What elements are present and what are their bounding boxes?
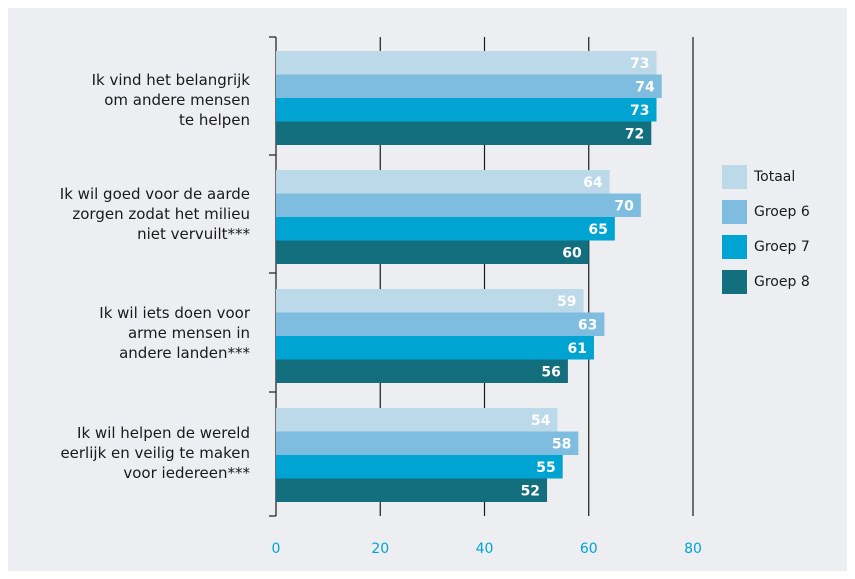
bar (276, 170, 610, 194)
bar (276, 455, 563, 479)
bar (276, 51, 657, 75)
bar (276, 217, 615, 241)
bar (276, 359, 568, 383)
bar-value-label: 73 (630, 56, 649, 72)
bar-value-label: 52 (521, 483, 540, 499)
bar-value-label: 70 (614, 198, 634, 214)
bar (276, 74, 662, 98)
bar-value-label: 64 (583, 175, 603, 191)
bar (276, 98, 657, 122)
category-label: Ik wil helpen de wereld eerlijk en veili… (60, 424, 250, 482)
bar (276, 240, 589, 264)
bar-value-label: 60 (562, 245, 582, 261)
bar-value-label: 58 (552, 436, 571, 452)
x-tick-label: 40 (476, 541, 494, 557)
category-label: Ik vind het belangrijk om andere mensen … (91, 71, 250, 129)
bar-value-label: 61 (567, 341, 586, 357)
bar (276, 478, 548, 502)
x-tick-label: 80 (684, 541, 702, 557)
x-tick-label: 20 (371, 541, 389, 557)
legend-swatch (722, 270, 747, 294)
legend-item: Groep 8 (722, 270, 810, 294)
category-label: Ik wil goed voor de aarde zorgen zodat h… (59, 185, 250, 243)
bar (276, 431, 579, 455)
category-label: Ik wil iets doen voor arme mensen in and… (99, 304, 250, 362)
bar-value-label: 63 (578, 317, 597, 333)
bar-value-label: 55 (536, 460, 555, 476)
bar-value-label: 56 (541, 364, 560, 380)
legend-item: Groep 7 (722, 235, 810, 259)
legend-item: Groep 6 (722, 200, 810, 224)
x-tick-label: 60 (580, 541, 598, 557)
bar (276, 193, 641, 217)
bar (276, 336, 594, 360)
legend-item: Totaal (722, 165, 810, 189)
bar-value-label: 54 (531, 413, 551, 429)
legend-label: Groep 8 (754, 274, 810, 290)
bar (276, 312, 605, 336)
legend-swatch (722, 165, 747, 189)
x-tick-label: 0 (272, 541, 281, 557)
bar-value-label: 73 (630, 103, 649, 119)
legend-label: Groep 7 (754, 239, 810, 255)
bar-value-label: 72 (625, 126, 644, 142)
bar-value-label: 74 (635, 79, 655, 95)
bar-value-label: 59 (557, 294, 576, 310)
legend-swatch (722, 200, 747, 224)
legend-label: Groep 6 (754, 204, 810, 220)
legend: Totaal Groep 6 Groep 7 Groep 8 (722, 165, 810, 305)
bar (276, 289, 584, 313)
legend-label: Totaal (754, 169, 796, 185)
bar-value-label: 65 (588, 222, 607, 238)
bar (276, 121, 652, 145)
legend-swatch (722, 235, 747, 259)
bar (276, 408, 558, 432)
